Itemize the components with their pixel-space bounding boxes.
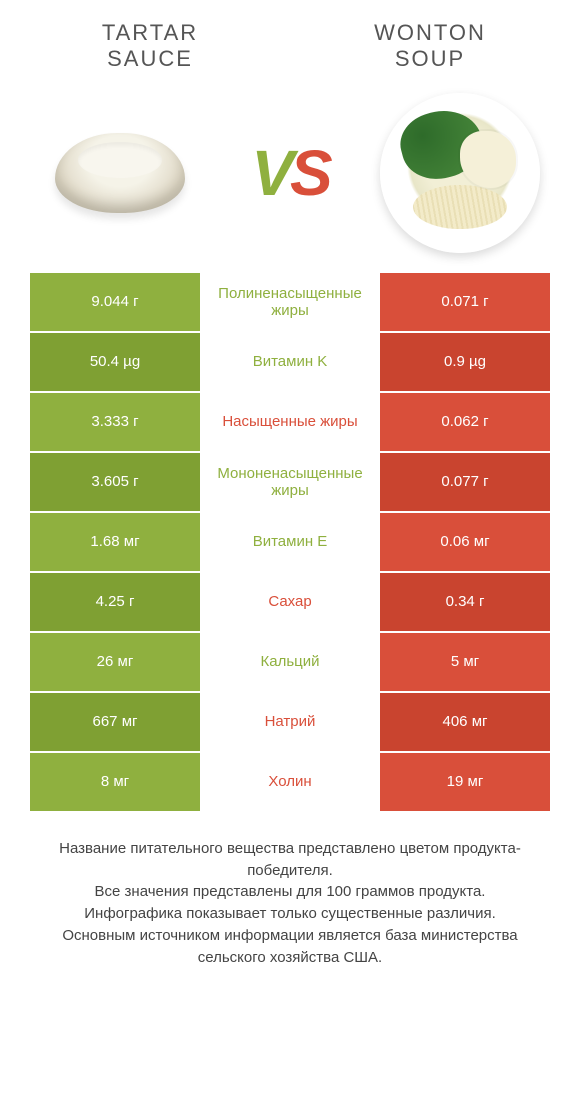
left-title: Tartar sauce bbox=[60, 20, 240, 73]
wonton-bowl-icon bbox=[380, 93, 540, 253]
nutrient-label: Натрий bbox=[200, 693, 380, 751]
left-title-line1: Tartar bbox=[102, 20, 198, 45]
left-value: 8 мг bbox=[30, 753, 200, 811]
vs-label: VS bbox=[251, 136, 328, 210]
nutrient-label: Витамин E bbox=[200, 513, 380, 571]
vs-v: V bbox=[251, 137, 290, 209]
tartar-bowl-icon bbox=[55, 133, 185, 213]
table-row: 667 мгНатрий406 мг bbox=[30, 693, 550, 751]
footer-line-1: Название питательного вещества представл… bbox=[30, 838, 550, 882]
left-value: 9.044 г bbox=[30, 273, 200, 331]
left-food-image bbox=[40, 93, 200, 253]
right-title-line2: soup bbox=[395, 46, 465, 71]
table-row: 50.4 µgВитамин K0.9 µg bbox=[30, 333, 550, 391]
table-row: 4.25 гСахар0.34 г bbox=[30, 573, 550, 631]
table-row: 8 мгХолин19 мг bbox=[30, 753, 550, 811]
right-value: 0.34 г bbox=[380, 573, 550, 631]
footer-notes: Название питательного вещества представл… bbox=[0, 813, 580, 969]
right-title: Wonton soup bbox=[340, 20, 520, 73]
right-food-image bbox=[380, 93, 540, 253]
right-value: 0.071 г bbox=[380, 273, 550, 331]
left-title-line2: sauce bbox=[107, 46, 193, 71]
nutrient-label: Сахар bbox=[200, 573, 380, 631]
footer-line-3: Инфографика показывает только существенн… bbox=[30, 903, 550, 925]
right-title-line1: Wonton bbox=[374, 20, 486, 45]
left-value: 50.4 µg bbox=[30, 333, 200, 391]
comparison-table: 9.044 гПолиненасыщенные жиры0.071 г50.4 … bbox=[0, 273, 580, 811]
right-value: 0.077 г bbox=[380, 453, 550, 511]
table-row: 26 мгКальций5 мг bbox=[30, 633, 550, 691]
left-value: 3.605 г bbox=[30, 453, 200, 511]
left-value: 1.68 мг bbox=[30, 513, 200, 571]
right-value: 0.062 г bbox=[380, 393, 550, 451]
nutrient-label: Витамин K bbox=[200, 333, 380, 391]
right-value: 0.06 мг bbox=[380, 513, 550, 571]
table-row: 1.68 мгВитамин E0.06 мг bbox=[30, 513, 550, 571]
left-value: 4.25 г bbox=[30, 573, 200, 631]
nutrient-label: Холин bbox=[200, 753, 380, 811]
table-row: 3.333 гНасыщенные жиры0.062 г bbox=[30, 393, 550, 451]
right-value: 0.9 µg bbox=[380, 333, 550, 391]
nutrient-label: Мононенасыщенные жиры bbox=[200, 453, 380, 511]
table-row: 9.044 гПолиненасыщенные жиры0.071 г bbox=[30, 273, 550, 331]
nutrient-label: Кальций bbox=[200, 633, 380, 691]
table-row: 3.605 гМононенасыщенные жиры0.077 г bbox=[30, 453, 550, 511]
right-value: 5 мг bbox=[380, 633, 550, 691]
right-value: 406 мг bbox=[380, 693, 550, 751]
titles-row: Tartar sauce Wonton soup bbox=[0, 0, 580, 83]
nutrient-label: Насыщенные жиры bbox=[200, 393, 380, 451]
footer-line-2: Все значения представлены для 100 граммо… bbox=[30, 881, 550, 903]
right-value: 19 мг bbox=[380, 753, 550, 811]
hero-row: VS bbox=[0, 83, 580, 273]
vs-s: S bbox=[290, 137, 329, 209]
left-value: 3.333 г bbox=[30, 393, 200, 451]
left-value: 667 мг bbox=[30, 693, 200, 751]
left-value: 26 мг bbox=[30, 633, 200, 691]
nutrient-label: Полиненасыщенные жиры bbox=[200, 273, 380, 331]
footer-line-4: Основным источником информации является … bbox=[30, 925, 550, 969]
